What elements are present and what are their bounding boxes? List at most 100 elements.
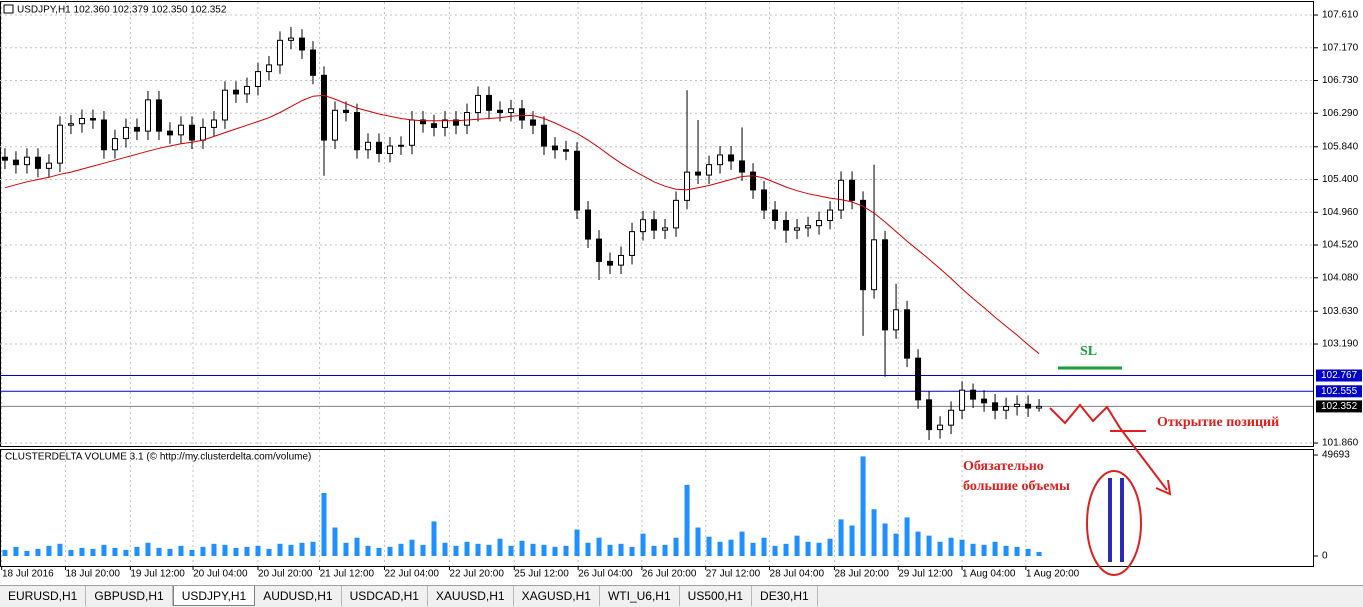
volume-bar <box>519 540 525 556</box>
y-tick-label: 106.290 <box>1322 108 1359 119</box>
volume-bar <box>277 543 283 556</box>
volume-bar <box>1003 545 1009 556</box>
candle-body <box>607 260 614 266</box>
symbol-tab[interactable]: GBPUSD,H1 <box>86 586 173 606</box>
symbol-tab[interactable]: US500,H1 <box>680 586 753 606</box>
volume-bar <box>717 541 723 556</box>
annotation: большие объемы <box>963 479 1070 494</box>
candle-body <box>530 119 537 126</box>
candle-body <box>320 74 327 141</box>
volume-panel <box>0 449 1314 567</box>
volume-bar <box>288 544 294 556</box>
candle-body <box>662 227 669 231</box>
arrow-head <box>1155 479 1172 496</box>
candle-body <box>221 89 228 121</box>
candle-body <box>442 119 449 128</box>
candle-body <box>254 71 261 87</box>
volume-bar <box>563 545 569 556</box>
x-tick-label: 18 Jul 2016 <box>2 569 54 580</box>
volume-bar <box>35 548 41 556</box>
symbol-tab[interactable]: EURUSD,H1 <box>0 586 87 606</box>
price-label-bg <box>1316 385 1362 398</box>
candle-body <box>783 219 790 231</box>
symbol-tab[interactable]: XAUUSD,H1 <box>428 586 514 606</box>
volume-bar <box>739 531 745 556</box>
candle-body <box>706 164 713 176</box>
volume-bar <box>893 533 899 556</box>
volume-bar <box>2 549 8 556</box>
volume-bar <box>574 529 580 556</box>
price-label: 102.555 <box>1321 386 1358 397</box>
annotation: Обязательно <box>963 459 1044 474</box>
symbol-tab[interactable]: WTI_U6,H1 <box>600 586 680 606</box>
candle-body <box>805 225 812 229</box>
volume-bar <box>959 539 965 556</box>
volume-bar <box>244 546 250 556</box>
volume-bar <box>1036 551 1042 556</box>
candle-body <box>926 399 933 431</box>
candle-body <box>937 424 944 431</box>
x-tick-label: 28 Jul 04:00 <box>770 569 825 580</box>
volume-bar <box>79 547 85 556</box>
volume-bar <box>189 549 195 556</box>
candle-body <box>100 119 107 151</box>
symbol-tab[interactable]: DE30,H1 <box>752 586 818 606</box>
volume-bar <box>937 541 943 556</box>
candle-body <box>816 219 823 227</box>
volume-bar <box>497 538 503 556</box>
x-tick-label: 18 Jul 20:00 <box>65 569 120 580</box>
volume-bar <box>1014 546 1020 556</box>
volume-bar <box>332 527 338 556</box>
candle-body <box>298 37 305 51</box>
expected-volume-bar <box>1108 478 1112 562</box>
symbol-icon <box>3 4 14 14</box>
volume-bar <box>442 542 448 556</box>
volume-bar <box>783 543 789 556</box>
symbol-tab[interactable]: AUDUSD,H1 <box>255 586 342 606</box>
volume-bar <box>24 550 30 556</box>
volume-bar <box>211 543 217 556</box>
candle-body <box>915 357 922 401</box>
volume-bar <box>827 538 833 556</box>
candle-body <box>111 138 118 151</box>
volume-bar <box>464 541 470 556</box>
candle-body <box>585 209 592 240</box>
candle-body <box>177 124 184 136</box>
volume-bar <box>728 539 734 556</box>
volume-bar <box>750 542 756 556</box>
candle-body <box>56 124 63 164</box>
symbol-tab[interactable]: XAGUSD,H1 <box>514 586 600 606</box>
volume-bar <box>90 548 96 556</box>
x-tick-label: 20 Jul 04:00 <box>193 569 248 580</box>
volume-bar <box>200 546 206 556</box>
candle-body <box>849 179 856 201</box>
candle-body <box>772 209 779 221</box>
candle-body <box>133 126 140 132</box>
y-tick-label: 104.960 <box>1322 207 1359 218</box>
volume-bar <box>365 545 371 556</box>
price-label: 102.767 <box>1321 370 1358 381</box>
volume-bar <box>112 547 118 556</box>
y-tick-label: 106.730 <box>1322 75 1359 86</box>
volume-bar <box>684 484 690 556</box>
volume-bar <box>695 527 701 556</box>
volume-bar <box>992 541 998 556</box>
symbol-tab[interactable]: USDJPY,H1 <box>172 586 256 606</box>
volume-bar <box>772 545 778 556</box>
candle-body <box>541 124 548 147</box>
expected-volume-bar <box>1120 478 1124 562</box>
candle-body <box>1025 403 1032 409</box>
volume-bar <box>552 546 558 556</box>
symbol-tab[interactable]: USDCAD,H1 <box>342 586 428 606</box>
volume-bar <box>585 542 591 556</box>
volume-bar <box>266 548 272 556</box>
x-tick-label: 29 Jul 12:00 <box>898 569 953 580</box>
x-tick-label: 27 Jul 12:00 <box>706 569 761 580</box>
y-tick-label: 103.190 <box>1322 339 1359 350</box>
candle-body <box>464 112 471 126</box>
moving-average <box>4 94 1040 355</box>
candle-body <box>144 99 151 132</box>
volume-bar <box>871 509 877 556</box>
candle-body <box>827 209 834 221</box>
candle-body <box>364 141 371 151</box>
